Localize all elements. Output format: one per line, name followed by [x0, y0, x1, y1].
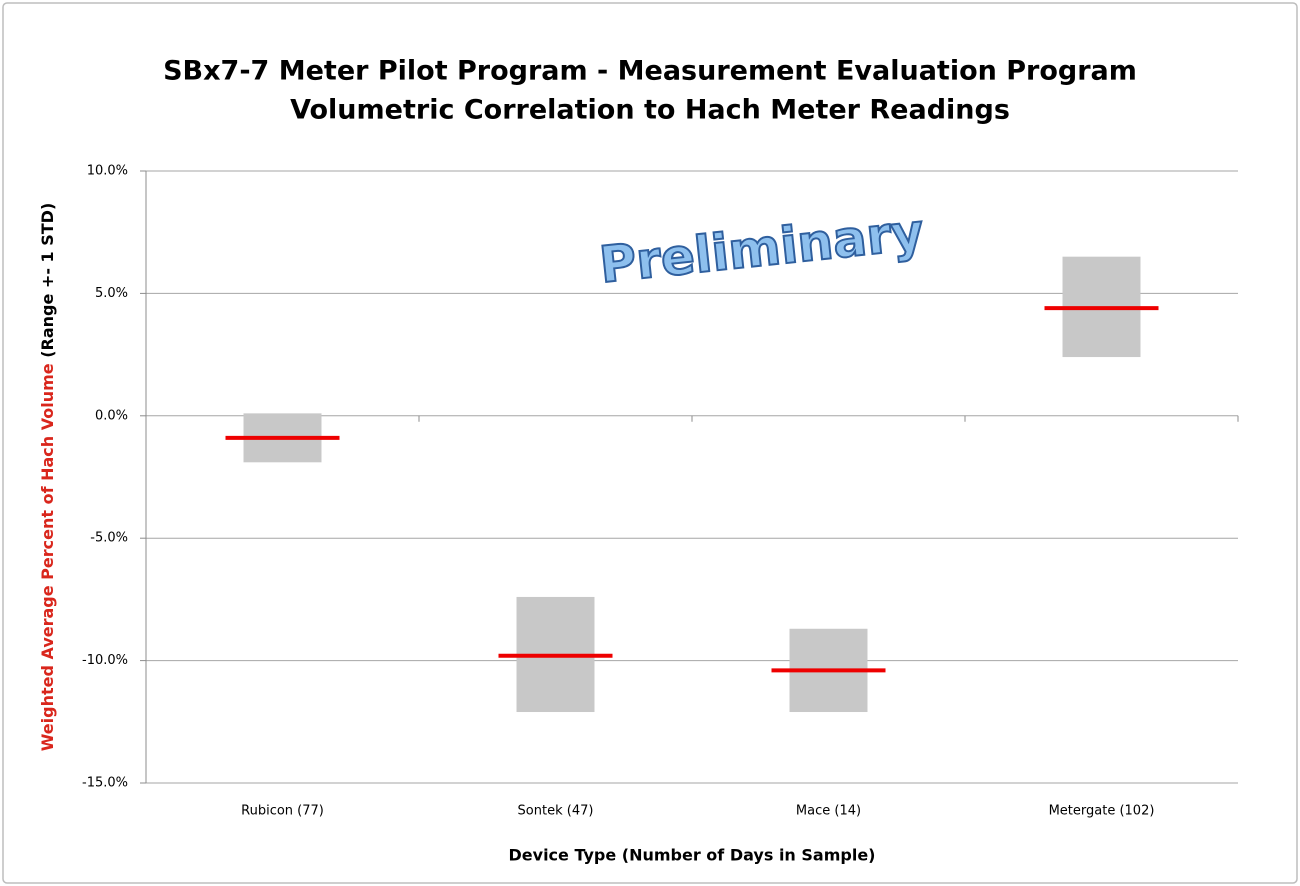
chart-title: SBx7-7 Meter Pilot Program - Measurement…: [163, 56, 1137, 87]
x-tick-label: Sontek (47): [518, 804, 594, 819]
y-tick-label: 10.0%: [87, 164, 128, 179]
y-tick-label: 0.0%: [95, 408, 128, 423]
x-tick-label: Metergate (102): [1049, 804, 1155, 819]
x-tick-label: Rubicon (77): [241, 804, 324, 819]
chart-subtitle: Volumetric Correlation to Hach Meter Rea…: [290, 95, 1010, 126]
y-axis-title-main: Weighted Average Percent of Hach Volume: [38, 363, 57, 751]
x-axis-title: Device Type (Number of Days in Sample): [509, 846, 876, 865]
y-tick-label: 5.0%: [95, 286, 128, 301]
x-tick-label: Mace (14): [796, 804, 861, 819]
y-tick-label: -15.0%: [82, 776, 128, 791]
y-axis-title: Weighted Average Percent of Hach Volume …: [38, 203, 57, 752]
y-tick-label: -5.0%: [90, 531, 128, 546]
y-axis-title-note: (Range +- 1 STD): [38, 203, 57, 358]
y-tick-label: -10.0%: [82, 653, 128, 668]
